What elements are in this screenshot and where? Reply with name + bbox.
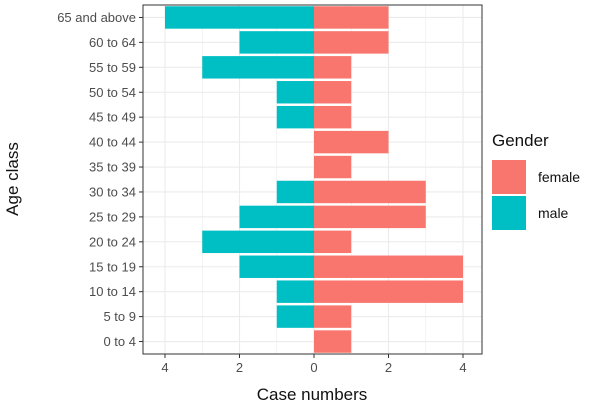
y-tick-label: 60 to 64 [89,35,136,50]
y-tick-label: 0 to 4 [103,334,136,349]
y-tick-label: 35 to 39 [89,160,136,175]
y-axis-title: Age class [3,142,22,216]
bar-male-30-to-34 [276,180,314,204]
bar-male-45-to-49 [276,105,314,129]
y-tick-label: 40 to 44 [89,135,136,150]
y-tick-label: 10 to 14 [89,284,136,299]
y-tick-label: 5 to 9 [103,309,136,324]
x-tick-label: 4 [459,360,466,375]
bar-male-50-to-54 [276,81,314,104]
legend-label-male: male [538,205,569,221]
bar-female-50-to-54 [314,81,352,104]
bar-female-20-to-24 [314,230,352,254]
bar-female-45-to-49 [314,105,352,129]
bar-male-65-and-above [165,6,314,29]
bars [165,6,463,353]
y-tick-label: 65 and above [57,10,136,25]
panel-border [142,4,483,355]
x-axis-ticks: 4 2 0 2 4 [161,354,467,375]
x-tick-label: 2 [385,360,392,375]
bar-female-55-to-59 [314,56,352,79]
x-axis-title: Case numbers [257,385,368,404]
y-tick-label: 45 to 49 [89,110,136,125]
bar-female-65-and-above [314,6,389,29]
x-tick-label: 0 [310,360,317,375]
bar-female-5-to-9 [314,305,352,328]
bar-female-25-to-29 [314,205,426,229]
bar-male-25-to-29 [239,205,314,229]
bar-female-60-to-64 [314,31,389,54]
y-tick-label: 30 to 34 [89,184,136,199]
bar-female-35-to-39 [314,155,352,179]
y-tick-label: 15 to 19 [89,259,136,274]
bar-male-5-to-9 [276,305,314,328]
bar-male-55-to-59 [202,56,314,79]
bar-male-20-to-24 [202,230,314,254]
bar-male-60-to-64 [239,31,314,54]
y-tick-label: 55 to 59 [89,60,136,75]
y-tick-label: 25 to 29 [89,209,136,224]
y-tick-label: 20 to 24 [89,234,136,249]
bar-female-15-to-19 [314,255,463,278]
bar-female-30-to-34 [314,180,426,204]
bar-male-10-to-14 [276,280,314,303]
legend-key-male [492,196,526,230]
x-tick-label: 4 [161,360,168,375]
bar-female-10-to-14 [314,280,463,303]
legend-key-female [492,160,526,194]
legend-label-female: female [538,169,580,185]
legend-title: Gender [492,131,549,150]
bar-female-0-to-4 [314,330,352,353]
legend: Gender female male [492,131,580,230]
y-axis-ticks: 65 and above 60 to 64 55 to 59 50 to 54 45 t… [57,10,143,349]
y-tick-label: 50 to 54 [89,85,136,100]
bar-female-40-to-44 [314,130,389,154]
bar-male-15-to-19 [239,255,314,278]
x-tick-label: 2 [236,360,243,375]
